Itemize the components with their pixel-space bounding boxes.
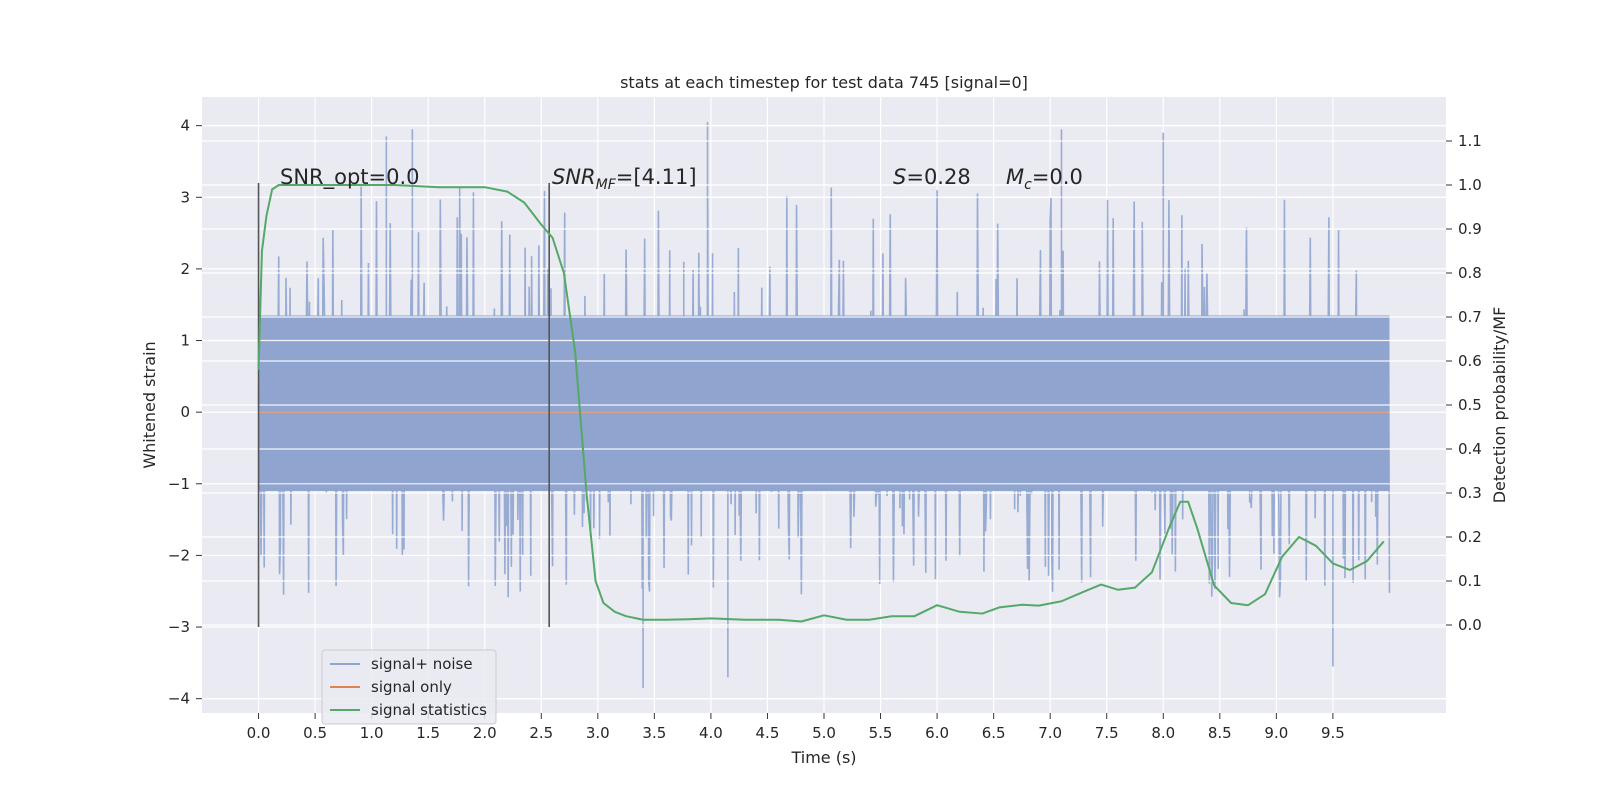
legend-label-signal-only: signal only bbox=[371, 678, 452, 696]
annotation-s: S=0.28 bbox=[893, 165, 971, 189]
y-left-tick-label: 4 bbox=[180, 117, 190, 135]
legend-box bbox=[321, 649, 497, 725]
y-right-tick-label: 0.3 bbox=[1458, 484, 1482, 502]
y-axis-right-label: Detection probability/MF bbox=[1490, 307, 1509, 504]
annotation-mc-main: M bbox=[1006, 165, 1024, 189]
x-tick-label: 2.5 bbox=[529, 724, 553, 742]
x-tick-label: 6.0 bbox=[925, 724, 949, 742]
x-tick-label: 8.0 bbox=[1151, 724, 1175, 742]
annotation-snr-mf: SNRMF=[4.11] bbox=[552, 165, 697, 193]
x-tick-label: 0.5 bbox=[303, 724, 327, 742]
x-tick-label: 1.0 bbox=[360, 724, 384, 742]
annotation-snr-opt: SNR_opt=0.0 bbox=[280, 165, 420, 190]
y-right-tick-label: 0.4 bbox=[1458, 440, 1482, 458]
x-tick-label: 7.0 bbox=[1038, 724, 1062, 742]
x-tick-label: 4.0 bbox=[699, 724, 723, 742]
x-tick-label: 7.5 bbox=[1095, 724, 1119, 742]
annotation-mc-sub: c bbox=[1024, 177, 1032, 193]
annotation-snr-mf-sub: MF bbox=[596, 177, 617, 193]
legend: signal+ noise signal only signal statist… bbox=[321, 649, 497, 725]
x-tick-label: 5.0 bbox=[812, 724, 836, 742]
x-axis-ticks: 0.0 0.5 1.0 1.5 2.0 2.5 3.0 3.5 4.0 4.5 5.0 5.5 6.0 6… bbox=[247, 713, 1345, 742]
y-right-axis-ticks: 1.1 1.0 0.9 0.8 0.7 0.6 0.5 0.4 0.3 0.2 0.1 0.0 bbox=[1446, 132, 1482, 634]
y-right-tick-label: 0.2 bbox=[1458, 528, 1482, 546]
annotation-snr-mf-main: SNR bbox=[552, 165, 596, 189]
y-left-tick-label: 2 bbox=[180, 260, 190, 278]
annotation-snr-mf-value: =[4.11] bbox=[616, 165, 697, 189]
x-tick-label: 4.5 bbox=[756, 724, 780, 742]
data-layer bbox=[202, 122, 1446, 700]
y-right-tick-label: 0.8 bbox=[1458, 264, 1482, 282]
y-axis-left-label: Whitened strain bbox=[140, 341, 159, 468]
annotation-mc: Mc=0.0 bbox=[1006, 165, 1083, 193]
y-right-tick-label: 0.0 bbox=[1458, 616, 1482, 634]
series-signal-noise-core bbox=[258, 315, 1390, 491]
series-signal-statistics bbox=[257, 184, 1385, 623]
x-tick-label: 9.0 bbox=[1264, 724, 1288, 742]
y-left-tick-label: −1 bbox=[168, 475, 190, 493]
y-left-axis-ticks: 4 3 2 1 0 −1 −2 −3 −4 bbox=[168, 117, 202, 708]
y-left-tick-label: −3 bbox=[168, 618, 190, 636]
y-left-tick-label: 3 bbox=[180, 188, 190, 206]
y-right-tick-label: 1.0 bbox=[1458, 176, 1482, 194]
y-right-tick-label: 0.7 bbox=[1458, 308, 1482, 326]
y-left-tick-label: 0 bbox=[180, 403, 190, 421]
y-right-tick-label: 0.5 bbox=[1458, 396, 1482, 414]
y-left-tick-label: −4 bbox=[168, 690, 190, 708]
y-right-tick-label: 0.6 bbox=[1458, 352, 1482, 370]
x-axis-label: Time (s) bbox=[790, 748, 856, 767]
y-left-tick-label: −2 bbox=[168, 546, 190, 564]
y-right-tick-label: 0.1 bbox=[1458, 572, 1482, 590]
legend-label-signal-statistics: signal statistics bbox=[371, 701, 487, 719]
x-tick-label: 6.5 bbox=[982, 724, 1006, 742]
x-tick-label: 5.5 bbox=[869, 724, 893, 742]
annotation-s-main: S bbox=[893, 165, 906, 189]
x-tick-label: 8.5 bbox=[1208, 724, 1232, 742]
annotation-s-value: =0.28 bbox=[906, 165, 970, 189]
x-tick-label: 2.0 bbox=[473, 724, 497, 742]
x-tick-label: 0.0 bbox=[247, 724, 271, 742]
x-tick-label: 3.0 bbox=[586, 724, 610, 742]
annotation-mc-value: =0.0 bbox=[1032, 165, 1083, 189]
chart-title: stats at each timestep for test data 745… bbox=[620, 73, 1028, 92]
x-tick-label: 9.5 bbox=[1321, 724, 1345, 742]
x-tick-label: 1.5 bbox=[416, 724, 440, 742]
x-tick-label: 3.5 bbox=[642, 724, 666, 742]
y-right-tick-label: 1.1 bbox=[1458, 132, 1482, 150]
y-right-tick-label: 0.9 bbox=[1458, 220, 1482, 238]
y-left-tick-label: 1 bbox=[180, 332, 190, 350]
legend-label-signal-noise: signal+ noise bbox=[371, 655, 473, 673]
